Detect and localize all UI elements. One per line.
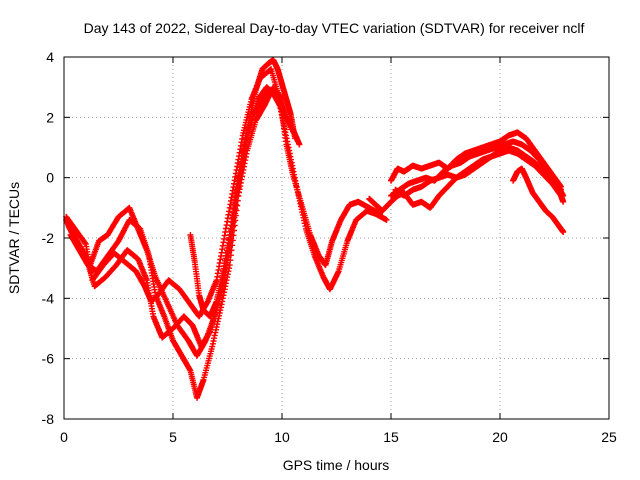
chart-title: Day 143 of 2022, Sidereal Day-to-day VTE… [84, 20, 585, 36]
x-tick-label: 0 [60, 429, 68, 445]
x-axis-label: GPS time / hours [283, 457, 390, 473]
axis-ticks: 0 5 10 15 20 25 -8 -6 -4 -2 0 2 4 [42, 49, 617, 445]
y-tick-label: -8 [42, 411, 55, 427]
series-track-3 [67, 84, 294, 401]
series-track-9 [366, 144, 564, 214]
y-tick-label: -2 [42, 230, 55, 246]
y-tick-label: 0 [46, 170, 54, 186]
series-markers [67, 84, 294, 401]
y-tick-label: 2 [46, 109, 54, 125]
series-track-10 [510, 165, 567, 235]
y-tick-label: 4 [46, 49, 54, 65]
y-tick-label: -4 [42, 290, 55, 306]
x-tick-label: 10 [274, 429, 290, 445]
series-track-5 [187, 57, 299, 320]
x-tick-label: 5 [169, 429, 177, 445]
x-tick-label: 20 [492, 429, 508, 445]
y-axis-label: SDTVAR / TECUs [6, 182, 22, 294]
series-markers [510, 165, 567, 235]
series-markers [187, 57, 299, 320]
y-tick-label: -6 [42, 351, 55, 367]
series-markers [366, 144, 564, 214]
x-tick-label: 25 [601, 429, 617, 445]
x-tick-label: 15 [383, 429, 399, 445]
data-series [63, 57, 567, 401]
